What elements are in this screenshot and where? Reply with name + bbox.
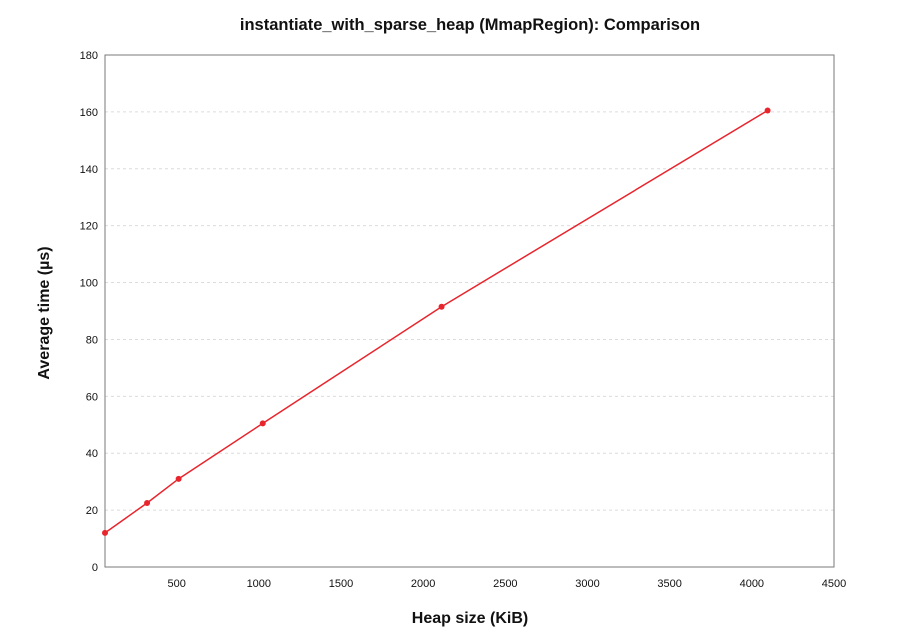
y-tick-label: 100 bbox=[80, 278, 98, 290]
x-tick-label: 4500 bbox=[822, 578, 846, 590]
chart-title: instantiate_with_sparse_heap (MmapRegion… bbox=[239, 16, 701, 34]
x-tick-label: 3000 bbox=[575, 578, 599, 590]
x-tick-label: 1500 bbox=[329, 578, 353, 590]
y-tick-label: 60 bbox=[86, 391, 98, 403]
x-tick-label: 1000 bbox=[247, 578, 271, 590]
x-tick-label: 2000 bbox=[411, 578, 435, 590]
x-tick-label: 3500 bbox=[657, 578, 681, 590]
x-tick-label: 4000 bbox=[740, 578, 764, 590]
y-tick-label: 80 bbox=[86, 334, 98, 346]
plot-frame bbox=[104, 54, 835, 568]
y-tick-label: 180 bbox=[80, 50, 98, 62]
data-point bbox=[175, 475, 182, 482]
x-tick-label: 500 bbox=[167, 578, 185, 590]
data-point bbox=[764, 107, 771, 114]
y-tick-label: 120 bbox=[80, 221, 98, 233]
x-axis-label: Heap size (KiB) bbox=[411, 610, 529, 627]
y-tick-label: 20 bbox=[86, 505, 98, 517]
y-tick-label: 0 bbox=[92, 562, 98, 574]
y-tick-label: 160 bbox=[80, 107, 98, 119]
y-tick-label: 140 bbox=[80, 164, 98, 176]
series-line bbox=[104, 109, 768, 534]
y-tick-label: 40 bbox=[86, 448, 98, 460]
x-tick-label: 2500 bbox=[493, 578, 517, 590]
data-point bbox=[259, 420, 266, 427]
data-point bbox=[438, 303, 445, 310]
data-point bbox=[102, 529, 108, 536]
data-point bbox=[144, 500, 151, 506]
